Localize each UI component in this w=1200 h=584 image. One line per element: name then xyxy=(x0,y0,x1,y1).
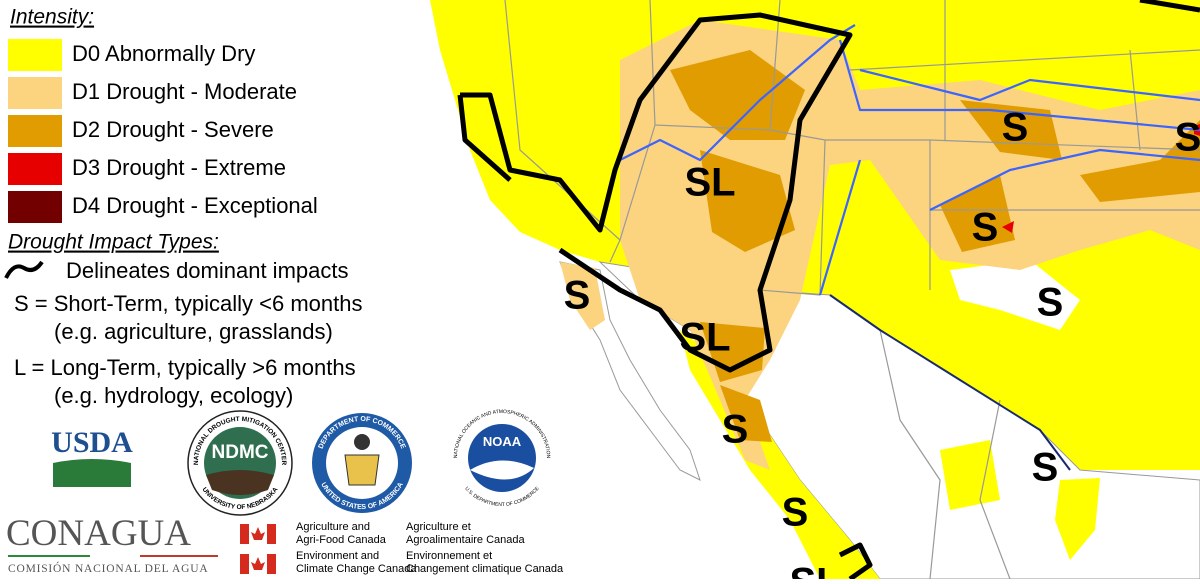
mexico-dry-2 xyxy=(940,440,1000,510)
noaa-logo: NOAA NATIONAL OCEANIC AND ATMOSPHERIC AD… xyxy=(447,403,557,513)
ndmc-text: NDMC xyxy=(212,442,269,463)
impact-label: S xyxy=(972,206,999,250)
state-border xyxy=(929,139,1200,151)
long-term-examples: (e.g. hydrology, ecology) xyxy=(54,383,293,408)
texas-white xyxy=(950,260,1080,330)
impact-label: S xyxy=(1037,281,1064,325)
impact-boundary xyxy=(838,542,873,582)
state-border xyxy=(759,289,821,296)
ndmc-soil xyxy=(206,470,274,495)
d2-7 xyxy=(720,385,772,442)
impact-label: S xyxy=(564,274,591,318)
flag-2-leaf xyxy=(251,557,265,570)
legend-items: D0 Abnormally Dry D1 Drought - Moderate D2… xyxy=(8,39,318,223)
map-layer xyxy=(430,0,1200,582)
canada-text: Changement climatique Canada xyxy=(406,563,564,575)
long-term: L = Long-Term, typically >6 months xyxy=(14,355,356,380)
canada-text: Agroalimentaire Canada xyxy=(406,534,526,546)
logos: USDA NDMC NATIONAL DROUGHT MITIGATION CE… xyxy=(6,403,564,575)
impact-label: SL xyxy=(789,561,840,579)
impact-label: S xyxy=(1002,106,1029,150)
d2-2 xyxy=(700,150,795,252)
commerce-shield xyxy=(344,454,380,486)
legend-swatch xyxy=(8,115,62,147)
impact-label: S xyxy=(1175,116,1200,160)
canada-text: Agriculture et xyxy=(406,521,471,533)
impact-boundary xyxy=(457,94,512,182)
conagua-subtitle: COMISIÓN NACIONAL DEL AGUA xyxy=(8,561,208,575)
legend-swatch xyxy=(8,153,62,185)
rio-grande xyxy=(829,294,1071,471)
usda-field xyxy=(53,459,131,487)
state-border xyxy=(609,124,656,263)
impact-boundary xyxy=(460,12,853,373)
river xyxy=(859,68,1200,102)
ndmc-logo: NDMC NATIONAL DROUGHT MITIGATION CENTER … xyxy=(187,410,293,516)
conagua-name: CONAGUA xyxy=(6,513,191,554)
conagua-logo: CONAGUA COMISIÓN NACIONAL DEL AGUA xyxy=(6,513,218,575)
canada-text: Climate Change Canada xyxy=(296,563,417,575)
usda-logo: USDA xyxy=(51,426,133,487)
legend-label: D4 Drought - Exceptional xyxy=(72,193,318,218)
canada-text: Agri-Food Canada xyxy=(296,534,387,546)
impact-label: SL xyxy=(679,316,730,360)
d2-5 xyxy=(1080,120,1200,202)
legend-swatch xyxy=(8,191,62,223)
short-term-examples: (e.g. agriculture, grasslands) xyxy=(54,319,333,344)
commerce-logo: DEPARTMENT OF COMMERCE UNITED STATES OF … xyxy=(312,413,412,513)
impact-boundary xyxy=(1139,0,1200,13)
d2-4 xyxy=(940,175,1015,252)
canada-text: Environment and xyxy=(296,550,379,562)
legend-label: D1 Drought - Moderate xyxy=(72,79,297,104)
legend: Intensity: D0 Abnormally Dry D1 Drought -… xyxy=(4,6,362,408)
impact-line-symbol xyxy=(4,260,44,279)
legend-swatch xyxy=(8,39,62,71)
flag-1-leaf xyxy=(251,527,265,540)
state-border xyxy=(979,399,1011,580)
state-border xyxy=(849,49,1200,71)
map-labels: SLSSSSSSLSSSSL xyxy=(564,106,1200,584)
legend-label: D2 Drought - Severe xyxy=(72,117,274,142)
state-border xyxy=(879,329,941,580)
legend-title: Intensity: xyxy=(10,6,94,29)
river xyxy=(929,148,1200,211)
d2-6 xyxy=(700,322,765,382)
usda-text: USDA xyxy=(51,426,133,459)
impact-title: Drought Impact Types: xyxy=(8,231,219,254)
river xyxy=(619,24,856,162)
impact-label: S xyxy=(782,491,809,535)
noaa-text: NOAA xyxy=(483,434,522,449)
d1-coast xyxy=(560,262,605,330)
canada-text: Agriculture and xyxy=(296,521,370,533)
state-border xyxy=(1129,49,1141,151)
river xyxy=(838,39,1200,132)
impact-line-label: Delineates dominant impacts xyxy=(66,258,348,283)
impact-label: S xyxy=(722,408,749,452)
d3-1 xyxy=(1002,221,1014,233)
noaa-bird xyxy=(470,460,534,480)
state-border xyxy=(769,0,781,131)
river xyxy=(818,159,862,296)
impact-label: SL xyxy=(684,161,735,205)
legend-label: D0 Abnormally Dry xyxy=(72,41,255,66)
canada-text: Environnement et xyxy=(406,550,492,562)
mexico-dry-3 xyxy=(1055,478,1100,560)
short-term: S = Short-Term, typically <6 months xyxy=(14,291,362,316)
legend-label: D3 Drought - Extreme xyxy=(72,155,286,180)
commerce-eagle xyxy=(354,434,370,450)
legend-swatch xyxy=(8,77,62,109)
impact-label: S xyxy=(1032,446,1059,490)
